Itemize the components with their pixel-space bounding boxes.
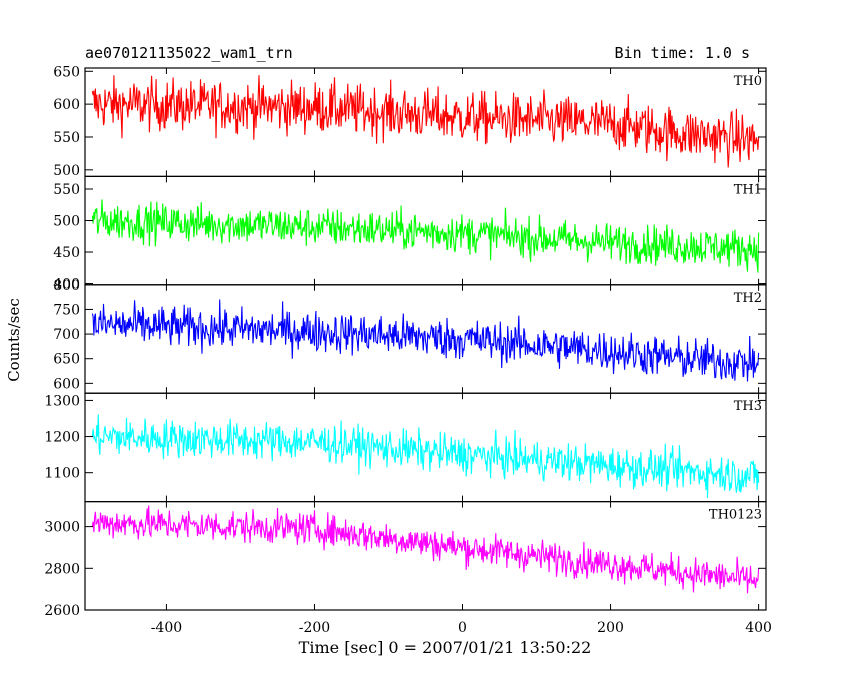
y-tick-label: 750 xyxy=(53,302,80,318)
series-th0-line xyxy=(91,75,760,168)
x-tick-label: -200 xyxy=(299,620,330,636)
y-tick-label: 2800 xyxy=(44,561,80,577)
panel-frame-th0123 xyxy=(84,501,767,611)
y-tick-label: 400 xyxy=(53,277,80,293)
series-label-th0: TH0 xyxy=(734,74,762,89)
series-th0123-line xyxy=(91,505,760,594)
y-tick-label: 600 xyxy=(53,376,80,392)
x-axis-label: Time [sec] 0 = 2007/01/21 13:50:22 xyxy=(298,638,592,657)
y-tick-label: 500 xyxy=(53,214,80,230)
y-tick-label: 2600 xyxy=(44,603,80,619)
series-th1-line xyxy=(91,199,760,273)
series-label-th3: TH3 xyxy=(734,399,762,414)
series-label-th0123: TH0123 xyxy=(709,508,762,523)
y-tick-label: 500 xyxy=(53,163,80,179)
x-tick-label: -400 xyxy=(151,620,182,636)
y-tick-label: 1200 xyxy=(44,430,80,446)
y-tick-label: 3000 xyxy=(44,520,80,536)
chart-title: ae070121135022_wam1_trn xyxy=(85,44,293,62)
series-label-th1: TH1 xyxy=(734,182,762,197)
y-tick-label: 1300 xyxy=(44,393,80,409)
y-axis-label: Counts/sec xyxy=(5,298,23,382)
panel-frame-th0 xyxy=(84,67,767,178)
y-tick-label: 600 xyxy=(53,97,80,113)
y-tick-label: 650 xyxy=(53,352,80,368)
y-tick-label: 700 xyxy=(53,327,80,343)
x-tick-label: 0 xyxy=(458,620,467,636)
y-tick-label: 550 xyxy=(53,182,80,198)
series-label-th2: TH2 xyxy=(734,291,762,306)
x-tick-label: 200 xyxy=(597,620,624,636)
y-tick-label: 550 xyxy=(53,130,80,146)
x-tick-label: 400 xyxy=(745,620,772,636)
series-th2-line xyxy=(91,299,760,382)
y-tick-label: 1100 xyxy=(44,466,80,482)
series-th3-line xyxy=(91,414,760,499)
y-tick-label: 800 xyxy=(53,278,80,294)
y-tick-label: 650 xyxy=(53,64,80,80)
bin-time-label: Bin time: 1.0 s xyxy=(614,44,750,62)
y-tick-label: 450 xyxy=(53,245,80,261)
